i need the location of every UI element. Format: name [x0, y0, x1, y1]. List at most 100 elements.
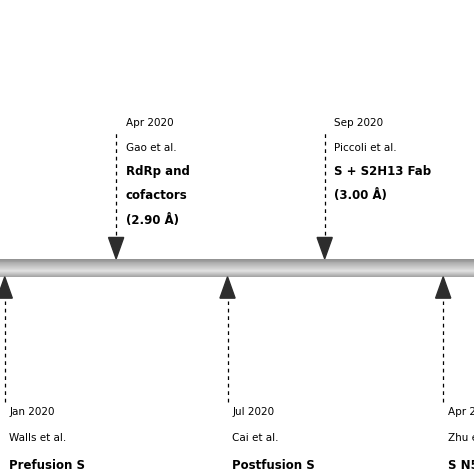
Bar	[166, 275, 168, 276]
Bar	[123, 269, 125, 271]
Bar	[350, 264, 352, 265]
Bar	[201, 263, 204, 264]
Bar	[432, 264, 434, 265]
Bar	[195, 267, 197, 269]
Bar	[187, 263, 189, 264]
Bar	[281, 269, 283, 271]
Bar	[3, 262, 5, 264]
Bar	[356, 269, 358, 271]
Bar	[374, 259, 376, 261]
Bar	[119, 268, 121, 277]
Bar	[45, 260, 47, 262]
Bar	[152, 268, 154, 277]
Bar	[253, 274, 255, 275]
Bar	[21, 272, 23, 273]
Bar	[400, 266, 402, 267]
Bar	[234, 267, 236, 269]
Bar	[432, 276, 434, 277]
Bar	[438, 273, 440, 274]
Bar	[158, 269, 160, 271]
Bar	[437, 267, 439, 269]
Bar	[413, 265, 415, 266]
Bar	[27, 268, 29, 270]
Bar	[411, 263, 413, 264]
Bar	[246, 263, 249, 264]
Bar	[58, 259, 60, 268]
Bar	[408, 265, 410, 266]
Bar	[214, 273, 217, 274]
Bar	[218, 269, 220, 271]
Bar	[203, 268, 205, 277]
Bar	[45, 266, 47, 267]
Bar	[197, 263, 199, 264]
Bar	[358, 259, 360, 261]
Bar	[226, 275, 228, 276]
Bar	[321, 267, 323, 269]
Bar	[147, 263, 149, 264]
Bar	[219, 275, 221, 276]
Bar	[118, 261, 120, 263]
Bar	[69, 261, 72, 263]
Bar	[292, 269, 294, 271]
Bar	[236, 262, 237, 264]
Bar	[277, 266, 279, 267]
Bar	[134, 264, 136, 265]
Bar	[211, 263, 213, 264]
Bar	[289, 275, 291, 276]
Bar	[197, 261, 199, 263]
Bar	[343, 261, 346, 263]
Bar	[373, 276, 374, 277]
Bar	[371, 274, 373, 275]
Bar	[16, 266, 18, 267]
Bar	[382, 273, 384, 274]
Bar	[287, 273, 289, 274]
Bar	[222, 268, 225, 270]
Bar	[77, 259, 80, 268]
Bar	[132, 259, 134, 261]
Bar	[338, 261, 341, 263]
Bar	[390, 266, 392, 267]
Bar	[76, 265, 78, 266]
Bar	[316, 276, 318, 277]
Bar	[263, 266, 265, 267]
Bar	[472, 270, 474, 272]
Bar	[136, 275, 137, 276]
Bar	[121, 276, 123, 277]
Bar	[295, 269, 297, 271]
Bar	[137, 261, 139, 263]
Bar	[385, 266, 387, 267]
Bar	[137, 271, 139, 272]
Bar	[332, 263, 334, 264]
Bar	[31, 267, 33, 268]
Bar	[53, 260, 55, 262]
Bar	[356, 260, 358, 262]
Bar	[77, 269, 80, 271]
Bar	[161, 269, 164, 271]
Bar	[16, 259, 18, 268]
Bar	[466, 271, 468, 272]
Bar	[418, 267, 419, 268]
Bar	[32, 263, 35, 264]
Bar	[250, 259, 252, 261]
Bar	[39, 259, 41, 260]
Bar	[107, 269, 109, 271]
Bar	[366, 267, 368, 269]
Bar	[381, 268, 383, 277]
Bar	[10, 263, 12, 264]
Bar	[145, 272, 147, 273]
Bar	[158, 268, 160, 270]
Bar	[375, 259, 378, 261]
Bar	[382, 259, 384, 261]
Bar	[145, 276, 147, 277]
Bar	[160, 268, 162, 270]
Bar	[8, 259, 10, 261]
Bar	[379, 270, 381, 272]
Bar	[246, 276, 249, 277]
Bar	[377, 268, 379, 270]
Bar	[142, 259, 144, 260]
Bar	[213, 264, 215, 265]
Bar	[123, 266, 125, 267]
Bar	[132, 267, 134, 268]
Bar	[156, 262, 158, 264]
Bar	[184, 264, 186, 265]
